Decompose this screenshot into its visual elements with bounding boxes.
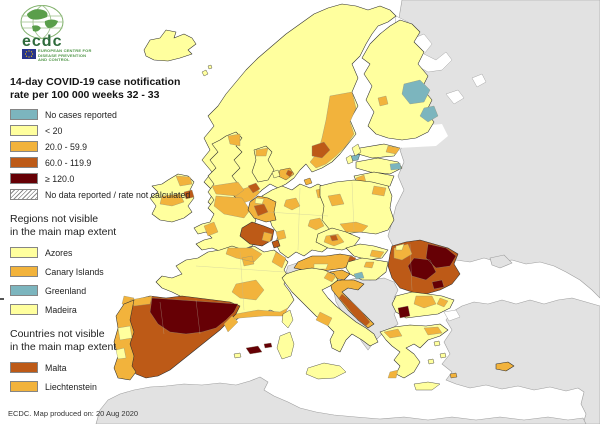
lake-ladoga bbox=[445, 89, 465, 105]
sweden-gotland bbox=[351, 143, 362, 157]
latvia-no-case-region bbox=[389, 162, 402, 171]
ecdc-wordmark: ecdc bbox=[22, 33, 63, 50]
greece-mid-rate-regions bbox=[383, 326, 443, 379]
regions-legend: Azores Canary Islands Greenland Madeira bbox=[10, 247, 186, 315]
denmark-funen bbox=[271, 169, 281, 179]
bulgaria-mid-rate-regions bbox=[413, 295, 449, 309]
legend-item: 60.0 - 119.9 bbox=[10, 157, 186, 168]
ireland-mid-rate-regions bbox=[159, 175, 193, 207]
finland-no-case-regions bbox=[401, 79, 439, 123]
legend-item: < 20 bbox=[10, 125, 186, 136]
italy-sicily bbox=[305, 362, 347, 380]
legend-swatch-no-cases bbox=[10, 109, 38, 120]
france-mid-rate-regions bbox=[211, 247, 289, 323]
spain-ibiza bbox=[233, 352, 242, 359]
netherlands-low-rate-region bbox=[254, 197, 265, 205]
denmark-bornholm bbox=[303, 177, 313, 186]
countries-legend-header: Countries not visible in the main map ex… bbox=[10, 328, 117, 353]
map-edge-tick bbox=[0, 298, 4, 300]
uk-mid-rate-regions bbox=[203, 133, 251, 237]
legend-item: Madeira bbox=[10, 304, 186, 315]
czechia-prague bbox=[329, 234, 339, 242]
greece-aegean-islands bbox=[427, 340, 447, 365]
denmark-mid-rate-regions bbox=[255, 147, 269, 157]
legend-item: Azores bbox=[10, 247, 186, 258]
country-iceland bbox=[143, 29, 197, 62]
sweden-oland bbox=[345, 154, 354, 165]
legend-swatch-liechtenstein bbox=[10, 381, 38, 392]
legend-swatch-20-59 bbox=[10, 141, 38, 152]
germany-mid-rate-regions bbox=[275, 187, 327, 241]
ecdc-logo: ecdc EUROPEAN CENTRE FOR DISEASE PREVENT… bbox=[12, 4, 96, 63]
ireland-dublin bbox=[183, 189, 195, 200]
spain-very-high-rate-regions bbox=[149, 297, 273, 355]
finland-mid-rate-region bbox=[377, 95, 389, 107]
italy-sardinia bbox=[276, 331, 295, 360]
map-title: 14-day COVID-19 case notification rate p… bbox=[10, 76, 181, 101]
legend-item: Malta bbox=[10, 362, 186, 373]
country-norway-sweden bbox=[201, 3, 397, 211]
eu-flag-icon bbox=[22, 49, 36, 59]
country-italy bbox=[281, 267, 379, 353]
legend-item: Liechtenstein bbox=[10, 381, 186, 392]
lake-onega bbox=[471, 73, 487, 88]
greece-rhodes bbox=[449, 372, 458, 379]
legend-swatch-no-data bbox=[10, 189, 38, 200]
sea-of-marmara bbox=[443, 309, 461, 322]
country-portugal bbox=[113, 299, 137, 381]
region-turkey-middle-east bbox=[441, 297, 600, 424]
legend-item: Greenland bbox=[10, 285, 186, 296]
country-latvia bbox=[355, 157, 403, 175]
scandinavia-high-rate-regions bbox=[247, 141, 331, 194]
legend-item: No cases reported bbox=[10, 109, 186, 120]
legend-swatch-60-119 bbox=[10, 157, 38, 168]
region-north-africa bbox=[95, 376, 587, 424]
hungary-budapest bbox=[363, 261, 375, 269]
legend-swatch-malta bbox=[10, 362, 38, 373]
countries-legend: Malta Liechtenstein bbox=[10, 362, 186, 392]
legend-item: 20.0 - 59.9 bbox=[10, 141, 186, 152]
greece-crete bbox=[413, 381, 441, 391]
bulgaria-southwest-region bbox=[397, 305, 411, 319]
region-crimea bbox=[489, 254, 513, 269]
regions-legend-header: Regions not visible in the main map exte… bbox=[10, 213, 117, 238]
romania-low-rate-region bbox=[395, 243, 405, 251]
country-cyprus bbox=[495, 361, 515, 372]
belgium-mid-rate-region bbox=[261, 231, 273, 243]
legend-item: No data reported / rate not calculated bbox=[10, 189, 190, 200]
country-luxembourg bbox=[271, 239, 281, 249]
nuts-region-borders bbox=[159, 181, 413, 335]
legend-swatch-canary-islands bbox=[10, 266, 38, 277]
croatia-coastal-high-rate bbox=[338, 293, 371, 327]
estonia-northeast-region bbox=[385, 145, 401, 155]
legend-item: ≥ 120.0 bbox=[10, 173, 186, 184]
portugal-low-rate-regions bbox=[115, 325, 133, 360]
ecdc-tagline: EUROPEAN CENTRE FOR DISEASE PREVENTION A… bbox=[38, 48, 92, 62]
denmark-copenhagen bbox=[285, 169, 294, 178]
map-footer: ECDC. Map produced on: 20 Aug 2020 bbox=[8, 409, 139, 418]
legend-swatch-under-20 bbox=[10, 125, 38, 136]
legend-swatch-over-120 bbox=[10, 173, 38, 184]
romania-very-high-rate-regions bbox=[407, 243, 457, 290]
legend-item: Canary Islands bbox=[10, 266, 186, 277]
france-corsica bbox=[281, 309, 294, 329]
country-greece bbox=[379, 323, 449, 379]
poland-mid-rate-regions bbox=[327, 185, 387, 233]
legend-swatch-azores bbox=[10, 247, 38, 258]
slovakia-east-region bbox=[369, 249, 385, 259]
map-layer-countries bbox=[113, 3, 515, 391]
legend-swatch-greenland bbox=[10, 285, 38, 296]
hungary-no-case-region bbox=[353, 271, 365, 280]
ecdc-globe-icon bbox=[20, 5, 64, 39]
legend-swatch-madeira bbox=[10, 304, 38, 315]
rate-legend: No cases reported < 20 20.0 - 59.9 60.0 … bbox=[10, 109, 190, 200]
faroe-islands bbox=[201, 64, 213, 77]
legend-panel: 14-day COVID-19 case notification rate p… bbox=[10, 76, 190, 400]
austria-low-rate-region bbox=[313, 263, 329, 270]
italy-mid-rate-regions bbox=[315, 271, 337, 327]
